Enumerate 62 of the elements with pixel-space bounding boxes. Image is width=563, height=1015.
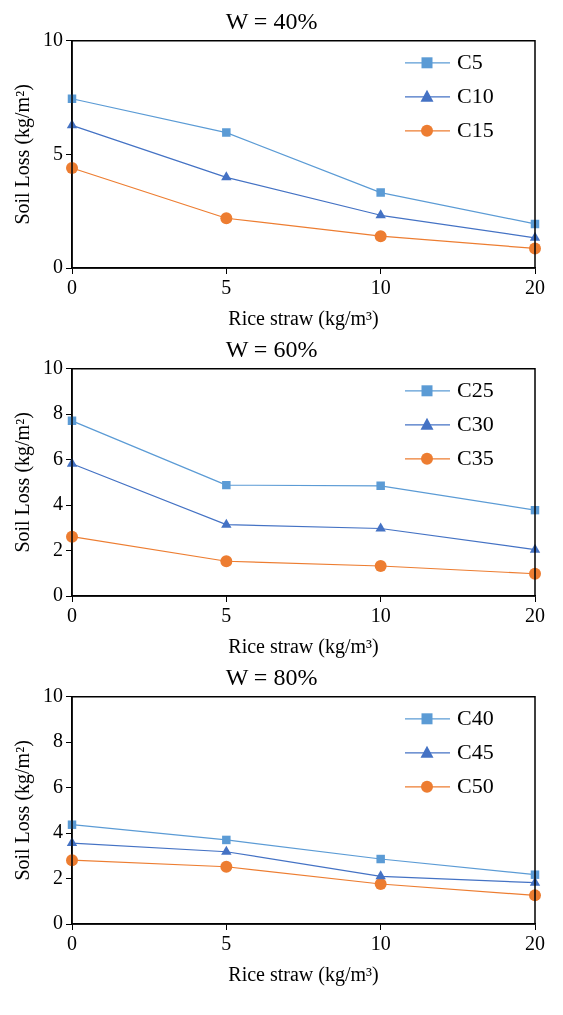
y-tick-label: 8 <box>53 401 63 424</box>
point <box>375 209 386 219</box>
x-tick-label: 5 <box>221 932 232 955</box>
x-tick-label: 0 <box>67 276 77 299</box>
y-tick-label: 8 <box>53 729 63 752</box>
point <box>375 522 386 532</box>
y-tick-label: 0 <box>53 911 63 934</box>
x-tick-label: 10 <box>370 604 391 627</box>
y-tick-label: 4 <box>53 820 63 843</box>
legend-label: C40 <box>457 704 494 730</box>
y-axis-title: Soil Loss (kg/m²) <box>11 412 35 553</box>
chart-title: W = 60% <box>225 335 318 362</box>
chart-title: W = 80% <box>225 663 318 690</box>
x-tick-label: 5 <box>221 604 232 627</box>
y-tick-label: 2 <box>53 865 63 888</box>
point <box>376 854 385 864</box>
point <box>221 518 232 528</box>
x-tick-label: 20 <box>525 932 545 955</box>
legend-label: C5 <box>457 48 483 74</box>
point <box>220 212 233 225</box>
point <box>376 188 385 197</box>
y-tick-label: 10 <box>43 28 63 51</box>
y-tick-label: 5 <box>53 141 63 164</box>
point <box>220 555 233 568</box>
point <box>221 845 232 855</box>
point <box>222 480 231 490</box>
point <box>375 870 386 880</box>
y-tick-label: 10 <box>43 684 63 707</box>
point <box>220 860 233 873</box>
y-axis-title: Soil Loss (kg/m²) <box>11 84 35 225</box>
legend-label: C35 <box>457 444 494 470</box>
y-tick-label: 4 <box>53 492 63 515</box>
x-tick-label: 10 <box>370 932 391 955</box>
x-axis-title: Rice straw (kg/m³) <box>228 963 379 987</box>
y-tick-label: 6 <box>53 446 63 469</box>
point <box>374 230 387 243</box>
y-tick-label: 10 <box>43 356 63 379</box>
y-tick-label: 2 <box>53 537 63 560</box>
x-tick-label: 5 <box>221 276 232 299</box>
point <box>222 128 231 137</box>
y-axis-title: Soil Loss (kg/m²) <box>11 740 35 881</box>
legend-label: C15 <box>457 116 494 142</box>
x-tick-label: 10 <box>370 276 391 299</box>
point <box>374 560 387 573</box>
legend-label: C50 <box>457 772 494 798</box>
legend-label: C25 <box>457 376 494 402</box>
x-tick-label: 20 <box>525 604 545 627</box>
y-tick-label: 6 <box>53 774 63 797</box>
x-axis-title: Rice straw (kg/m³) <box>228 635 379 659</box>
legend-label: C45 <box>457 738 494 764</box>
point <box>376 481 385 491</box>
y-tick-label: 0 <box>53 583 63 606</box>
y-tick-label: 0 <box>53 255 63 278</box>
legend-label: C30 <box>457 410 494 436</box>
point <box>222 835 231 845</box>
point <box>374 878 387 891</box>
x-axis-title: Rice straw (kg/m³) <box>228 307 379 331</box>
x-tick-label: 0 <box>67 932 77 955</box>
x-tick-label: 20 <box>525 276 545 299</box>
chart-title: W = 40% <box>225 7 318 34</box>
legend-label: C10 <box>457 82 494 108</box>
x-tick-label: 0 <box>67 604 77 627</box>
